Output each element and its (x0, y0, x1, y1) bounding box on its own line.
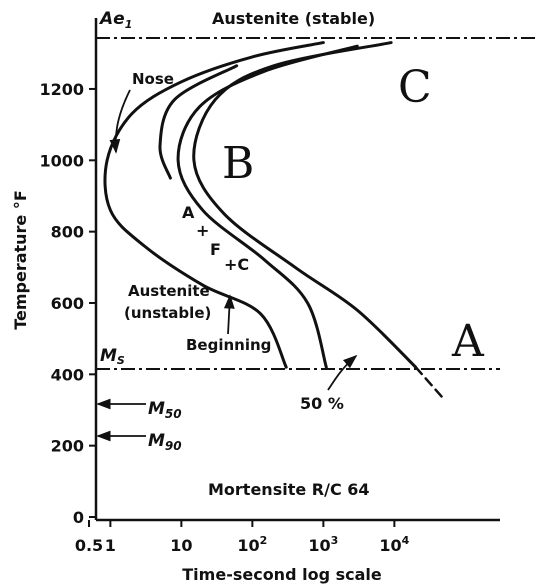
region-a-label: A (451, 316, 485, 367)
curve-4 (414, 365, 446, 401)
region-b-label: B (222, 138, 254, 189)
y-tick-label-2: 400 (51, 365, 84, 384)
x-tick-label-4: 103 (308, 534, 338, 555)
a-f-c-label: A + F +C (182, 203, 249, 274)
beginning-label: Beginning (186, 336, 271, 354)
martensite-label: Mortensite R/C 64 (208, 480, 370, 499)
nose-pointer (109, 89, 131, 154)
austenite-stable-label: Austenite (stable) (212, 9, 375, 28)
transformation-curves (103, 41, 446, 401)
y-tick-label-5: 1000 (39, 151, 84, 170)
curve-2 (176, 44, 359, 369)
y-axis-title: Temperature °F (11, 190, 30, 330)
x-tick-label-3: 102 (237, 534, 267, 555)
x-tick-label-1: 1 (105, 536, 116, 555)
nose-label: Nose (132, 70, 174, 88)
y-tick-label-3: 600 (51, 294, 84, 313)
a-f-c-label-plus: + (196, 221, 209, 240)
x-tick-label-0: 0.5 (75, 536, 103, 555)
curve-1 (158, 64, 239, 180)
a-f-c-label-a: A (182, 203, 195, 222)
y-tick-label-4: 800 (51, 223, 84, 242)
m50-label: M50 (148, 399, 182, 421)
curve-3 (192, 41, 418, 369)
y-tick-label-0: 0 (73, 508, 84, 527)
beginning-pointer (223, 294, 235, 335)
region-c-label: C (398, 62, 432, 113)
fifty-percent-pointer (327, 354, 358, 391)
ms-label: MS (100, 346, 125, 367)
y-tick-label-6: 1200 (39, 80, 84, 99)
y-tick-label-1: 200 (51, 437, 84, 456)
axis-ticks: 0.5 1 10 102 103 104 0 200 400 600 800 1000 1200 (39, 80, 409, 555)
x-axis-title: Time-second log scale (182, 565, 382, 584)
austenite-unstable-sublabel: (unstable) (124, 304, 211, 322)
x-tick-label-5: 104 (379, 534, 409, 555)
fifty-percent-label: 50 % (300, 394, 344, 413)
a-f-c-label-c: +C (224, 255, 249, 274)
ae1-label: Ae1 (98, 9, 132, 31)
m90-label: M90 (148, 431, 182, 453)
x-tick-label-2: 10 (170, 536, 192, 555)
austenite-unstable-label: Austenite (128, 282, 210, 300)
a-f-c-label-f: F (210, 240, 221, 259)
